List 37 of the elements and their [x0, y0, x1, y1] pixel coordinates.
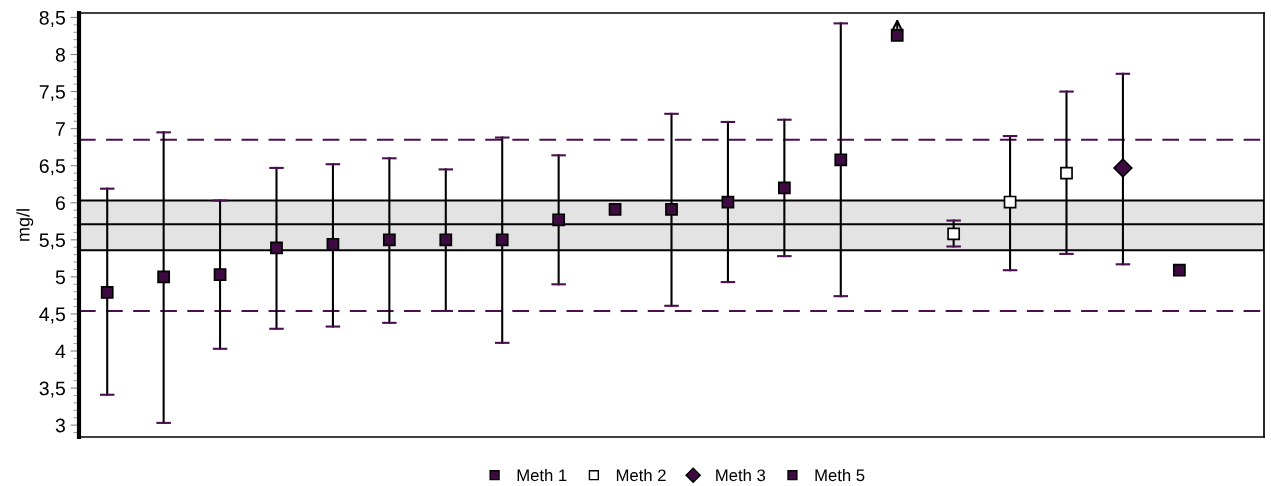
- legend-label: Meth 5: [815, 468, 865, 482]
- point: [608, 203, 622, 216]
- point: [947, 227, 961, 241]
- point: [495, 233, 509, 247]
- point: [270, 241, 283, 255]
- point: [157, 270, 171, 284]
- y-tick-label: 8,5: [39, 10, 65, 27]
- legend-label: Meth 2: [616, 468, 666, 482]
- point: [100, 286, 114, 299]
- point: [1060, 166, 1073, 180]
- legend-label: Meth 1: [517, 468, 567, 482]
- point: [834, 153, 848, 167]
- y-tick-label: 6,5: [39, 159, 65, 176]
- point: [721, 195, 735, 209]
- y-tick-label: 3: [55, 418, 65, 433]
- point: [665, 203, 678, 216]
- y-axis-title: mg/l: [16, 209, 34, 241]
- y-tick-label: 5: [55, 270, 65, 285]
- y-tick-label: 7: [55, 122, 65, 136]
- point: [1113, 158, 1133, 178]
- y-tick-label: 5,5: [39, 233, 65, 250]
- legend-label: Meth 3: [716, 468, 766, 482]
- point: [890, 28, 904, 42]
- y-tick-label: 4,5: [39, 307, 65, 324]
- point: [1003, 195, 1017, 209]
- point: [326, 237, 340, 251]
- y-tick-label: 3,5: [39, 381, 65, 398]
- y-tick-label: 7,5: [39, 85, 65, 102]
- y-tick-label: 4: [55, 344, 66, 359]
- point: [382, 233, 396, 247]
- y-tick-label: 6: [55, 196, 65, 210]
- y-tick-label: 8: [55, 47, 65, 62]
- point: [213, 268, 227, 282]
- point: [1172, 263, 1186, 277]
- point: [552, 213, 566, 227]
- point: [777, 181, 791, 195]
- point: [439, 233, 453, 247]
